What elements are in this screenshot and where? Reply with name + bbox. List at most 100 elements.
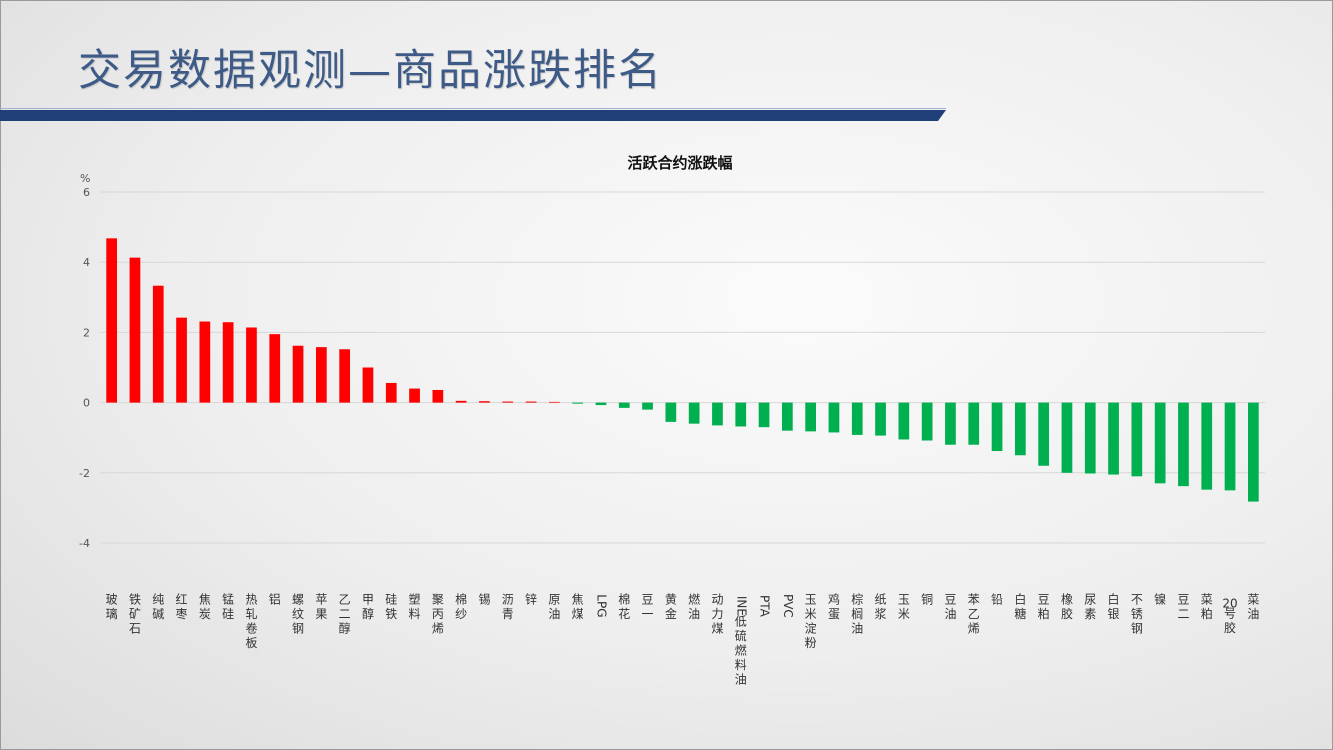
svg-text:不: 不: [1131, 593, 1143, 607]
svg-text:纹: 纹: [292, 607, 304, 621]
x-tick-label: 玉米: [898, 593, 910, 622]
svg-text:金: 金: [665, 606, 677, 621]
svg-text:玉: 玉: [898, 593, 910, 607]
svg-text:沥: 沥: [502, 593, 514, 607]
bar: [595, 402, 607, 406]
x-tick-label: 沥青: [502, 593, 514, 622]
svg-text:苹: 苹: [315, 593, 327, 607]
bar: [1038, 402, 1050, 466]
svg-text:锌: 锌: [525, 593, 537, 607]
svg-text:枣: 枣: [176, 607, 188, 621]
bar: [479, 401, 490, 403]
bar-layer: [106, 238, 1259, 502]
x-tick-label: 镍: [1154, 593, 1166, 607]
svg-text:胶: 胶: [1061, 606, 1073, 621]
x-tick-label: 不锈钢: [1131, 593, 1143, 636]
y-tick-label: 6: [83, 186, 90, 199]
bar: [828, 402, 840, 433]
bar: [991, 402, 1003, 452]
svg-text:燃: 燃: [735, 642, 747, 657]
x-tick-label: 铝: [269, 592, 281, 607]
x-tick-label: 玻璃: [106, 593, 118, 622]
x-tick-label: 塑料: [409, 592, 421, 622]
x-tick-label: 黄金: [665, 593, 677, 622]
bar: [129, 257, 141, 403]
bar: [805, 402, 817, 432]
svg-text:璃: 璃: [106, 607, 118, 621]
svg-text:铁: 铁: [385, 607, 397, 621]
bar: [618, 402, 630, 408]
bar: [176, 317, 187, 403]
svg-text:米: 米: [898, 607, 910, 621]
bar: [362, 367, 374, 403]
svg-text:银: 银: [1108, 607, 1120, 621]
bar: [1201, 402, 1213, 490]
bar: [712, 402, 723, 426]
bar: [1178, 402, 1189, 487]
svg-text:豆: 豆: [1038, 593, 1050, 607]
svg-text:烯: 烯: [432, 622, 444, 636]
svg-text:花: 花: [618, 606, 630, 621]
svg-text:锰: 锰: [222, 592, 234, 607]
svg-text:油: 油: [944, 607, 956, 621]
svg-text:油: 油: [1247, 607, 1259, 621]
svg-text:低: 低: [735, 614, 747, 628]
svg-text:铁: 铁: [129, 593, 141, 607]
svg-text:玻: 玻: [106, 593, 118, 607]
svg-text:纱: 纱: [455, 607, 467, 621]
x-tick-label: 焦煤: [572, 593, 584, 622]
x-tick-label: 焦炭: [199, 593, 211, 622]
x-tick-label: 红枣: [176, 592, 188, 622]
svg-text:硅: 硅: [385, 593, 397, 607]
x-tick-label: 白银: [1108, 592, 1120, 622]
svg-text:动: 动: [711, 593, 723, 607]
y-axis-unit: %: [80, 172, 90, 185]
x-tick-label: PVC: [781, 594, 795, 618]
svg-text:豆: 豆: [944, 593, 956, 607]
x-tick-label: 螺纹钢: [292, 593, 304, 636]
x-tick-label: 豆二: [1177, 593, 1189, 622]
svg-text:榈: 榈: [851, 606, 863, 621]
svg-text:白: 白: [1108, 592, 1120, 607]
svg-text:青: 青: [502, 607, 514, 621]
svg-text:INE: INE: [734, 596, 748, 616]
bar: [432, 389, 444, 403]
svg-text:20: 20: [1222, 597, 1237, 611]
bar: [665, 402, 677, 422]
svg-text:醇: 醇: [339, 621, 351, 636]
svg-text:浆: 浆: [875, 606, 887, 621]
bar: [106, 238, 118, 403]
page-title: 交易数据观测—商品涨跌排名: [78, 46, 663, 96]
y-tick-label: -2: [79, 467, 90, 480]
bar: [688, 402, 700, 424]
svg-text:豆: 豆: [642, 593, 654, 607]
bar: [269, 334, 281, 403]
svg-text:螺: 螺: [292, 593, 304, 607]
svg-text:菜: 菜: [1201, 593, 1213, 607]
svg-text:煤: 煤: [711, 622, 723, 636]
bar: [781, 402, 793, 431]
x-tick-label: 铅: [991, 593, 1003, 607]
x-tick-label: 豆一: [642, 593, 654, 622]
svg-text:粕: 粕: [1201, 606, 1213, 621]
x-tick-label: 橡胶: [1061, 593, 1073, 622]
svg-text:PVC: PVC: [781, 594, 795, 618]
x-tick-label: 动力煤: [711, 593, 723, 636]
bar: [152, 285, 164, 403]
bar: [292, 345, 304, 403]
svg-text:甲: 甲: [362, 593, 374, 607]
svg-text:棕: 棕: [851, 592, 863, 607]
bar: [525, 401, 537, 403]
y-tick-label: 0: [83, 397, 90, 410]
bar: [945, 402, 956, 445]
bar: [409, 388, 420, 403]
svg-text:LPG: LPG: [594, 594, 608, 617]
x-tick-label: 锰硅: [222, 592, 234, 622]
svg-text:卷: 卷: [245, 621, 257, 636]
svg-text:棉: 棉: [455, 593, 467, 607]
x-tick-label: 尿素: [1084, 593, 1096, 622]
x-tick-label: 棉花: [618, 593, 630, 622]
svg-text:苯: 苯: [968, 593, 980, 607]
x-tick-label: 锌: [525, 593, 537, 607]
